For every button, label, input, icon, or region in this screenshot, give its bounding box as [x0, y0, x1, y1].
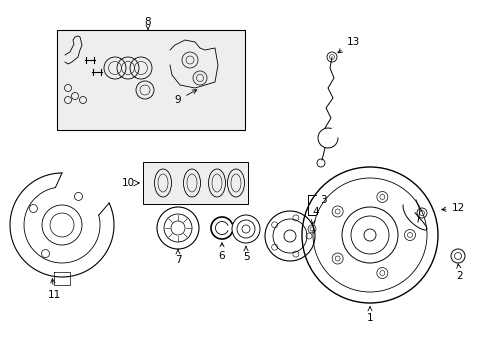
Text: 12: 12: [441, 203, 464, 213]
Text: 3: 3: [319, 195, 326, 205]
Text: 8: 8: [144, 17, 151, 30]
Text: 6: 6: [218, 243, 225, 261]
Text: 13: 13: [337, 37, 359, 53]
Text: 11: 11: [47, 279, 61, 300]
Text: 1: 1: [366, 307, 372, 323]
Text: 2: 2: [456, 264, 462, 281]
Text: 10: 10: [122, 178, 135, 188]
Text: 5: 5: [242, 246, 249, 262]
Bar: [57, 30, 244, 130]
Text: 9: 9: [174, 90, 196, 105]
Bar: [142, 162, 247, 204]
Text: 4: 4: [311, 207, 319, 224]
Text: 7: 7: [174, 249, 181, 265]
